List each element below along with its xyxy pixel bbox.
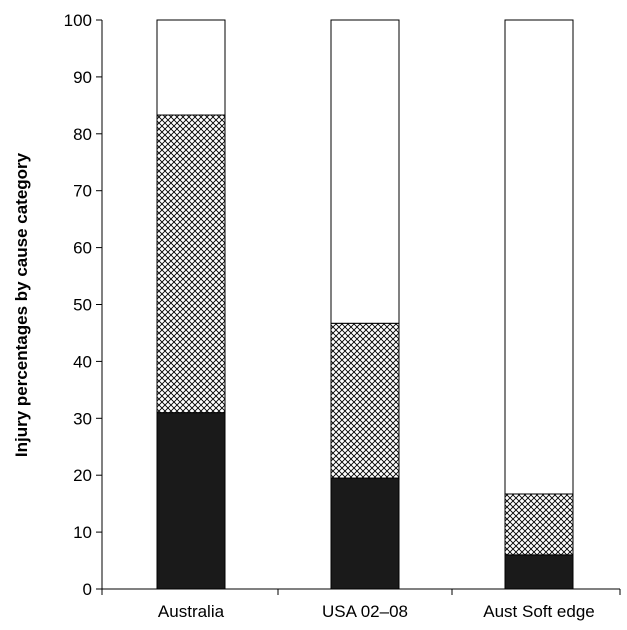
y-tick-label: 60 [73,239,92,258]
bar-segment-1 [330,477,400,590]
y-tick-label: 80 [73,125,92,144]
y-tick-label: 30 [73,409,92,428]
y-tick-label: 70 [73,182,92,201]
x-category-label: Aust Soft edge [483,602,595,621]
bar-segment-1 [156,412,226,590]
y-tick-label: 0 [83,580,92,599]
bars [156,19,574,590]
bar-segment-2 [156,114,226,414]
y-tick-label: 20 [73,466,92,485]
bar-segment-2 [504,493,574,556]
y-tick-label: 50 [73,296,92,315]
bar-segment-3 [504,19,574,495]
bar-segment-2 [330,322,400,479]
bar-segment-3 [330,19,400,324]
y-tick-label: 40 [73,352,92,371]
bar-segment-3 [156,19,226,116]
y-tick-label: 100 [64,11,92,30]
x-category-label: USA 02–08 [322,602,408,621]
x-category-label: Australia [158,602,225,621]
labels: 0 10 20 30 40 50 60 70 80 90 100 Australia USA 02–08… [64,11,595,621]
y-tick-label: 90 [73,68,92,87]
y-axis-title: Injury percentages by cause category [12,152,31,457]
bar-segment-1 [504,554,574,590]
y-tick-label: 10 [73,523,92,542]
